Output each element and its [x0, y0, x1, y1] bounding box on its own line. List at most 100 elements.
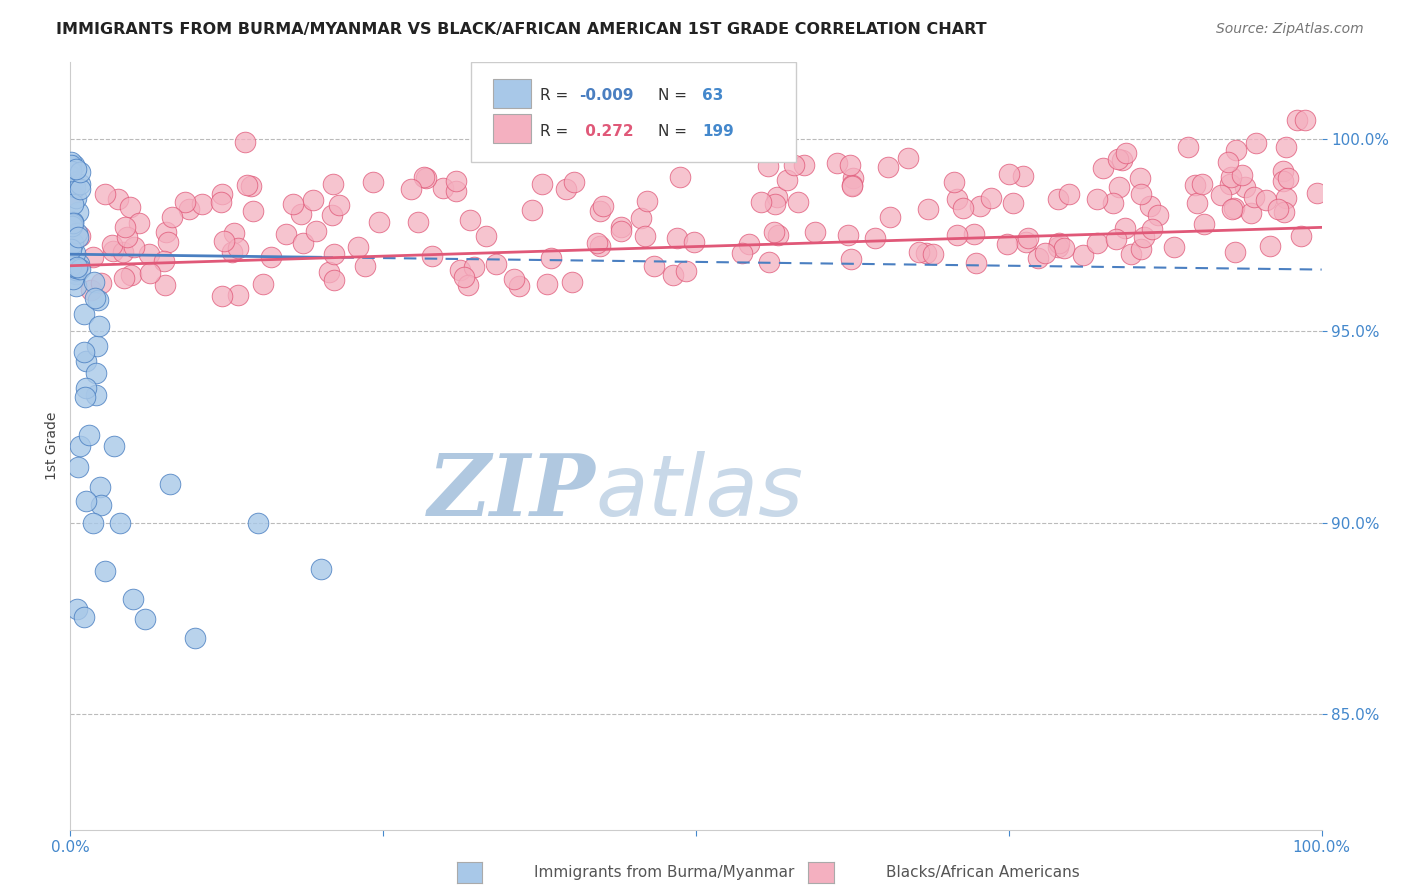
- Point: [586, 235, 609, 250]
- Point: [1108, 180, 1130, 194]
- Point: [101, 244, 124, 259]
- Point: [138, 247, 160, 261]
- Point: [1285, 112, 1308, 127]
- Point: [1225, 143, 1247, 157]
- Point: [1111, 153, 1133, 167]
- Text: R =: R =: [540, 88, 572, 103]
- Point: [252, 277, 274, 292]
- Point: [412, 169, 434, 184]
- Point: [508, 278, 530, 293]
- Point: [63, 180, 86, 194]
- Point: [87, 319, 110, 334]
- Point: [907, 244, 929, 259]
- Point: [675, 264, 697, 278]
- Point: [321, 208, 343, 222]
- Point: [65, 260, 87, 275]
- Point: [1107, 153, 1129, 167]
- Point: [72, 307, 94, 321]
- Text: IMMIGRANTS FROM BURMA/MYANMAR VS BLACK/AFRICAN AMERICAN 1ST GRADE CORRELATION CH: IMMIGRANTS FROM BURMA/MYANMAR VS BLACK/A…: [56, 22, 987, 37]
- Point: [60, 219, 83, 233]
- Point: [952, 201, 974, 215]
- Point: [59, 169, 82, 184]
- Point: [80, 283, 103, 297]
- Point: [65, 279, 87, 293]
- Point: [1225, 245, 1247, 260]
- Point: [449, 263, 471, 277]
- Point: [160, 210, 183, 224]
- Point: [62, 196, 84, 211]
- Point: [782, 158, 804, 172]
- FancyBboxPatch shape: [494, 79, 531, 109]
- Point: [122, 240, 145, 254]
- Point: [669, 169, 692, 184]
- Point: [120, 268, 142, 283]
- Point: [155, 225, 177, 239]
- Point: [643, 259, 665, 273]
- Point: [152, 254, 174, 268]
- Point: [876, 160, 898, 174]
- Point: [841, 171, 863, 186]
- Point: [758, 255, 780, 269]
- Point: [322, 273, 344, 287]
- Point: [301, 193, 323, 207]
- Point: [283, 197, 305, 211]
- Point: [69, 181, 91, 195]
- Point: [1187, 196, 1209, 211]
- Point: [82, 516, 104, 530]
- Point: [1101, 196, 1123, 211]
- Text: 0.272: 0.272: [579, 124, 633, 139]
- Point: [1092, 161, 1115, 176]
- Point: [62, 216, 84, 230]
- Point: [768, 227, 790, 242]
- Point: [1177, 140, 1199, 154]
- Point: [1017, 230, 1039, 244]
- Point: [555, 181, 578, 195]
- Point: [540, 251, 562, 265]
- Point: [107, 192, 129, 206]
- Point: [211, 289, 233, 303]
- Point: [1105, 232, 1128, 246]
- Point: [406, 215, 429, 229]
- Point: [1049, 235, 1071, 250]
- Point: [309, 562, 332, 576]
- Point: [62, 236, 84, 251]
- Text: R =: R =: [540, 124, 572, 139]
- Point: [87, 293, 110, 307]
- Point: [761, 112, 783, 127]
- Point: [1219, 170, 1241, 185]
- Point: [1272, 174, 1295, 188]
- Point: [1222, 201, 1244, 215]
- Point: [159, 477, 181, 491]
- Y-axis label: 1st Grade: 1st Grade: [45, 412, 59, 480]
- Point: [561, 275, 583, 289]
- Point: [756, 159, 779, 173]
- Point: [969, 199, 991, 213]
- Text: N =: N =: [658, 124, 692, 139]
- Point: [59, 163, 82, 178]
- Point: [191, 197, 214, 211]
- Point: [318, 264, 340, 278]
- Point: [998, 167, 1021, 181]
- Point: [863, 231, 886, 245]
- Point: [837, 228, 859, 243]
- Point: [1194, 217, 1216, 231]
- Point: [399, 182, 422, 196]
- Point: [112, 270, 135, 285]
- Point: [682, 235, 704, 249]
- Point: [62, 215, 84, 229]
- Point: [562, 175, 585, 189]
- Point: [60, 217, 83, 231]
- FancyBboxPatch shape: [494, 114, 531, 143]
- Point: [737, 237, 759, 252]
- Point: [328, 198, 350, 212]
- Point: [60, 187, 83, 202]
- Point: [128, 216, 150, 230]
- Point: [665, 230, 688, 244]
- Point: [115, 230, 138, 244]
- Point: [610, 224, 633, 238]
- Point: [211, 186, 233, 201]
- Point: [66, 459, 89, 474]
- Point: [457, 278, 479, 293]
- Point: [841, 178, 863, 193]
- Point: [260, 251, 283, 265]
